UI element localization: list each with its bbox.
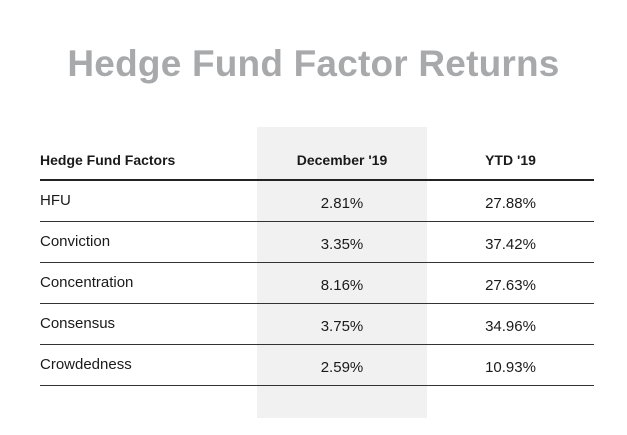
page-title: Hedge Fund Factor Returns: [67, 43, 560, 84]
table-row: Conviction 3.35% 37.42%: [40, 222, 594, 263]
header-factors: Hedge Fund Factors: [40, 151, 176, 168]
table-header-row: Hedge Fund Factors December '19 YTD '19: [40, 140, 594, 181]
ytd-value: 27.88%: [485, 194, 536, 212]
ytd-value: 34.96%: [485, 317, 536, 335]
header-ytd: YTD '19: [485, 151, 536, 168]
header-december: December '19: [296, 151, 388, 168]
factor-name: Conviction: [40, 232, 111, 250]
december-value: 3.35%: [320, 235, 364, 253]
factor-name: Consensus: [40, 314, 116, 332]
table-row: Consensus 3.75% 34.96%: [40, 304, 594, 345]
factor-name: Concentration: [40, 273, 134, 291]
table-row: HFU 2.81% 27.88%: [40, 181, 594, 222]
factor-name: Crowdedness: [40, 355, 132, 373]
ytd-value: 37.42%: [485, 235, 536, 253]
december-value: 2.59%: [320, 358, 364, 376]
ytd-value: 10.93%: [485, 358, 536, 376]
table-row: Crowdedness 2.59% 10.93%: [40, 345, 594, 386]
december-value: 8.16%: [320, 276, 364, 294]
factor-returns-table: Hedge Fund Factors December '19 YTD '19 …: [40, 140, 594, 386]
december-value: 3.75%: [320, 317, 364, 335]
december-value: 2.81%: [320, 194, 364, 212]
factor-name: HFU: [40, 191, 71, 209]
ytd-value: 27.63%: [485, 276, 536, 294]
table-row: Concentration 8.16% 27.63%: [40, 263, 594, 304]
highlighted-column-background: [257, 127, 427, 418]
